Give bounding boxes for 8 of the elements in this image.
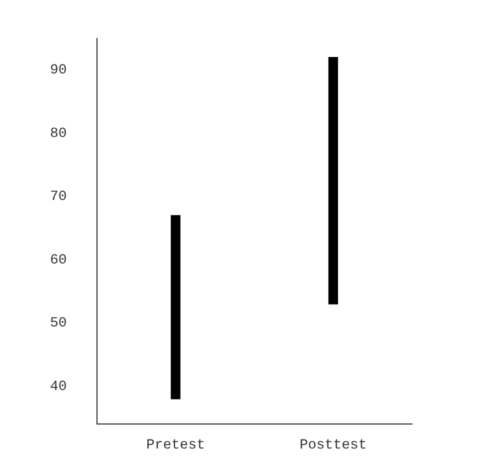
y-tick-label: 60 bbox=[50, 252, 67, 268]
y-tick-label: 40 bbox=[50, 378, 67, 395]
x-tick-label: Posttest bbox=[300, 437, 367, 454]
y-tick-label: 90 bbox=[50, 62, 67, 79]
y-tick-label: 80 bbox=[50, 126, 67, 142]
y-tick-label: 70 bbox=[50, 189, 67, 206]
x-tick-label: Pretest bbox=[146, 437, 206, 454]
y-tick-label: 50 bbox=[50, 316, 67, 332]
